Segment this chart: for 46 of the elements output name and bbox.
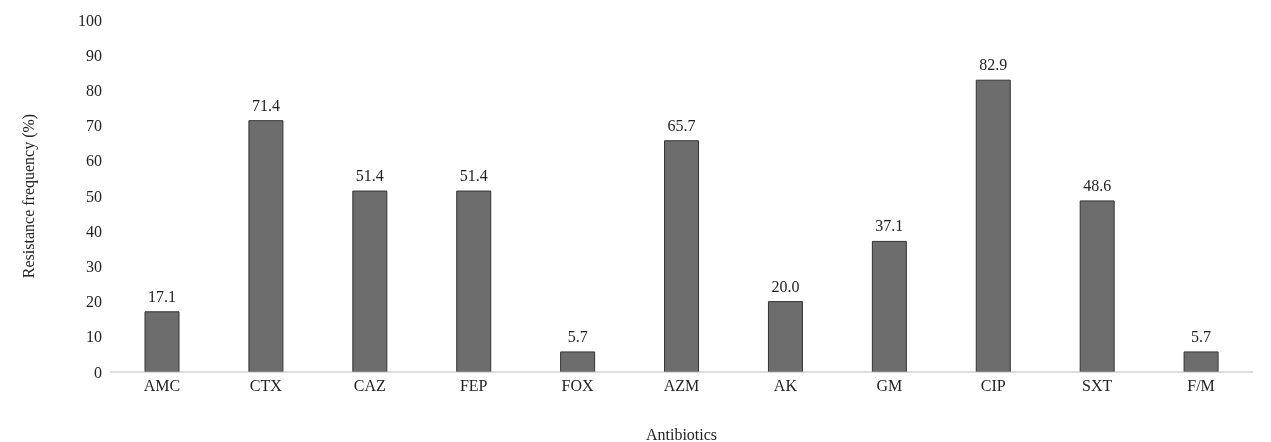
y-axis-title: Resistance frequency (%) xyxy=(19,113,38,279)
y-tick-label: 30 xyxy=(86,258,102,276)
y-tick-label: 100 xyxy=(78,11,102,29)
y-tick-label: 60 xyxy=(86,152,102,170)
data-label: 17.1 xyxy=(148,287,176,305)
y-tick-label: 50 xyxy=(86,187,102,205)
x-tick-label: AZM xyxy=(663,377,700,395)
data-label: 5.7 xyxy=(567,327,588,345)
bar xyxy=(144,311,180,372)
y-tick-label: 20 xyxy=(86,293,102,311)
y-tick-label: 70 xyxy=(86,117,102,135)
data-label: 65.7 xyxy=(667,116,696,134)
y-tick-label: 90 xyxy=(86,46,102,64)
x-tick-label: CIP xyxy=(980,377,1006,395)
bar xyxy=(767,301,803,372)
bar xyxy=(975,79,1011,372)
data-label: 48.6 xyxy=(1083,176,1112,194)
bar xyxy=(871,240,907,372)
data-label: 37.1 xyxy=(875,217,904,235)
data-label: 51.4 xyxy=(459,167,488,185)
bar xyxy=(248,120,284,372)
x-tick-label: CAZ xyxy=(353,377,386,395)
bar xyxy=(664,140,700,372)
x-tick-label: FOX xyxy=(561,377,595,395)
y-tick-label: 80 xyxy=(86,82,102,100)
data-label: 5.7 xyxy=(1191,327,1212,345)
data-label: 51.4 xyxy=(355,167,384,185)
x-tick-label: SXT xyxy=(1082,377,1113,395)
bar xyxy=(1079,200,1115,372)
x-tick-label: AK xyxy=(773,377,798,395)
y-tick-label: 10 xyxy=(86,328,102,346)
bar xyxy=(456,190,492,372)
x-tick-label: FEP xyxy=(459,377,488,395)
y-tick-label: 0 xyxy=(94,363,102,381)
data-label: 82.9 xyxy=(979,56,1008,74)
bar xyxy=(352,190,388,372)
data-label: 71.4 xyxy=(251,96,280,114)
x-tick-label: F/M xyxy=(1187,377,1215,395)
x-tick-label: AMC xyxy=(143,377,181,395)
bar xyxy=(560,351,596,372)
x-tick-label: CTX xyxy=(249,377,283,395)
y-tick-label: 40 xyxy=(86,222,102,240)
data-label: 20.0 xyxy=(771,277,800,295)
x-axis-title: Antibiotics xyxy=(645,426,718,442)
bar xyxy=(1183,351,1219,372)
x-tick-label: GM xyxy=(876,377,903,395)
